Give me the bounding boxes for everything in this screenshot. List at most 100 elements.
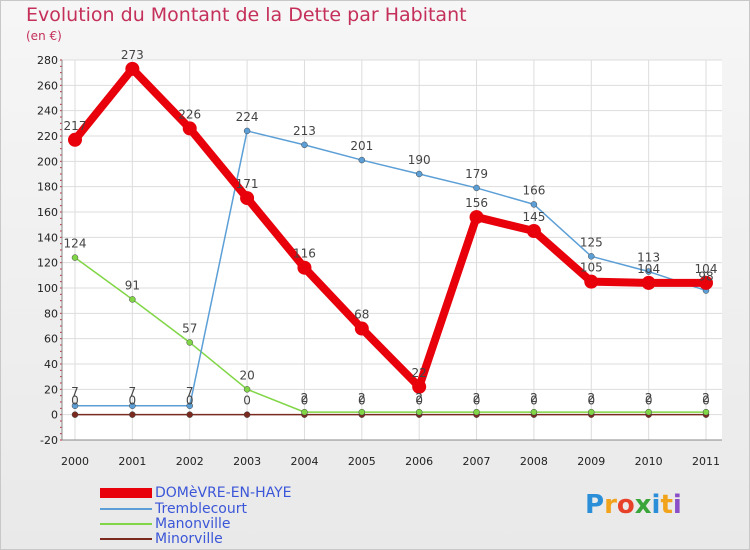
data-label-Tremblecourt-2009: 125 bbox=[580, 235, 603, 249]
data-point-Tremblecourt-2004 bbox=[301, 141, 308, 149]
data-label-Tremblecourt-2004: 213 bbox=[293, 124, 316, 138]
data-point-Minorville-2000 bbox=[71, 411, 79, 418]
logo-letter: t bbox=[660, 490, 673, 520]
legend-label: Minorville bbox=[155, 531, 223, 547]
x-tick-label: 2007 bbox=[463, 455, 491, 468]
data-label-Tremblecourt-2006: 190 bbox=[408, 153, 431, 167]
data-label-Manonville-2009: 2 bbox=[587, 391, 595, 405]
x-tick-label: 2001 bbox=[118, 455, 146, 468]
legend-label: DOMèVRE-EN-HAYE bbox=[155, 485, 292, 501]
data-label-Tremblecourt-2010: 113 bbox=[637, 251, 660, 265]
data-point-DOMèVRE-EN-HAYE-2001 bbox=[125, 61, 140, 76]
data-label-Minorville-2002: 0 bbox=[186, 394, 194, 408]
x-tick-label: 2005 bbox=[348, 455, 376, 468]
x-tick-label: 2011 bbox=[692, 455, 720, 468]
data-label-Tremblecourt-2001: 7 bbox=[129, 385, 137, 399]
y-tick-label: 200 bbox=[37, 155, 58, 168]
y-tick-label: 140 bbox=[37, 231, 58, 244]
data-label-Minorville-2007: 0 bbox=[473, 394, 481, 408]
data-label-Tremblecourt-2007: 179 bbox=[465, 167, 488, 181]
x-tick-label: 2003 bbox=[233, 455, 261, 468]
data-label-Manonville-2010: 2 bbox=[645, 391, 653, 405]
data-label-Minorville-2004: 0 bbox=[301, 394, 309, 408]
data-point-Tremblecourt-2009 bbox=[588, 253, 595, 260]
data-point-Tremblecourt-2007 bbox=[473, 184, 480, 192]
data-label-Manonville-2001: 91 bbox=[125, 278, 140, 292]
y-tick-label: 180 bbox=[37, 181, 58, 194]
legend-item-Tremblecourt: Tremblecourt bbox=[100, 501, 247, 517]
legend-label: Manonville bbox=[155, 516, 231, 532]
plot-area bbox=[62, 60, 722, 440]
data-point-Manonville-2007 bbox=[473, 408, 480, 416]
data-label-Minorville-2009: 0 bbox=[587, 394, 595, 408]
data-point-Tremblecourt-2001 bbox=[129, 402, 136, 410]
legend-swatch bbox=[100, 538, 152, 540]
y-tick-label: 220 bbox=[37, 130, 58, 143]
data-point-DOMèVRE-EN-HAYE-2008 bbox=[526, 224, 541, 238]
data-point-Manonville-2006 bbox=[415, 408, 423, 416]
data-point-Manonville-2009 bbox=[588, 408, 595, 416]
data-label-Manonville-2011: 2 bbox=[702, 391, 710, 405]
data-label-Tremblecourt-2002: 7 bbox=[186, 385, 194, 399]
x-tick-label: 2006 bbox=[405, 455, 433, 468]
x-tick-label: 2004 bbox=[290, 455, 318, 468]
y-tick-label: 240 bbox=[37, 105, 58, 118]
data-point-Manonville-2004 bbox=[301, 408, 308, 416]
y-tick-label: 120 bbox=[37, 257, 58, 270]
data-label-DOMèVRE-EN-HAYE-2002: 226 bbox=[178, 107, 201, 121]
data-point-Manonville-2011 bbox=[702, 408, 710, 416]
data-label-Tremblecourt-2003: 224 bbox=[236, 110, 259, 124]
logo-letter: i bbox=[672, 490, 682, 520]
data-point-Manonville-2010 bbox=[645, 408, 652, 416]
data-label-Manonville-2006: 2 bbox=[415, 391, 423, 405]
legend-item-DOMèVRE-EN-HAYE: DOMèVRE-EN-HAYE bbox=[100, 485, 291, 501]
data-label-Manonville-2004: 2 bbox=[301, 391, 309, 405]
data-point-DOMèVRE-EN-HAYE-2010 bbox=[641, 275, 656, 290]
legend-label: Tremblecourt bbox=[155, 501, 247, 517]
data-label-Tremblecourt-2011: 98 bbox=[698, 270, 713, 284]
data-point-Manonville-2008 bbox=[530, 408, 538, 416]
data-point-Tremblecourt-2002 bbox=[186, 402, 193, 410]
data-label-Manonville-2003: 20 bbox=[239, 368, 254, 382]
data-label-Tremblecourt-2008: 166 bbox=[522, 183, 545, 197]
data-point-Tremblecourt-2000 bbox=[71, 402, 79, 410]
data-label-Manonville-2005: 2 bbox=[358, 391, 366, 405]
legend-swatch bbox=[100, 488, 152, 498]
data-point-Minorville-2001 bbox=[129, 411, 136, 418]
data-label-Tremblecourt-2000: 7 bbox=[71, 385, 79, 399]
series-line-Manonville bbox=[74, 256, 706, 413]
data-label-DOMèVRE-EN-HAYE-2001: 273 bbox=[121, 48, 144, 62]
y-tick-label: 60 bbox=[44, 333, 58, 346]
data-point-DOMèVRE-EN-HAYE-2007 bbox=[469, 210, 484, 225]
data-label-DOMèVRE-EN-HAYE-2003: 171 bbox=[236, 177, 259, 191]
data-point-DOMèVRE-EN-HAYE-2005 bbox=[354, 321, 369, 336]
data-label-Manonville-2000: 124 bbox=[64, 237, 87, 251]
y-tick-label: 20 bbox=[44, 383, 58, 396]
data-label-DOMèVRE-EN-HAYE-2010: 104 bbox=[637, 262, 660, 276]
data-label-Minorville-2008: 0 bbox=[530, 394, 538, 408]
logo-letter: x bbox=[634, 490, 652, 520]
data-point-Tremblecourt-2008 bbox=[530, 201, 538, 208]
y-tick-label: 40 bbox=[44, 358, 58, 371]
data-label-Minorville-2006: 0 bbox=[415, 394, 423, 408]
data-point-Tremblecourt-2005 bbox=[358, 156, 366, 164]
data-label-Minorville-2001: 0 bbox=[129, 394, 137, 408]
chart-title: Evolution du Montant de la Dette par Hab… bbox=[26, 4, 467, 26]
data-point-Tremblecourt-2010 bbox=[645, 268, 652, 275]
data-label-DOMèVRE-EN-HAYE-2000: 217 bbox=[64, 119, 87, 133]
data-label-DOMèVRE-EN-HAYE-2011: 104 bbox=[695, 262, 718, 276]
data-point-Manonville-2002 bbox=[186, 339, 193, 346]
data-point-Manonville-2003 bbox=[243, 386, 251, 393]
y-tick-label: 0 bbox=[51, 409, 58, 422]
x-tick-label: 2008 bbox=[520, 455, 548, 468]
data-label-DOMèVRE-EN-HAYE-2005: 68 bbox=[354, 308, 369, 322]
data-label-Minorville-2005: 0 bbox=[358, 394, 366, 408]
data-point-DOMèVRE-EN-HAYE-2004 bbox=[297, 260, 312, 275]
data-label-Minorville-2000: 0 bbox=[71, 394, 79, 408]
data-point-DOMèVRE-EN-HAYE-2002 bbox=[182, 121, 197, 136]
data-point-DOMèVRE-EN-HAYE-2009 bbox=[584, 274, 599, 289]
data-label-DOMèVRE-EN-HAYE-2004: 116 bbox=[293, 247, 316, 261]
data-point-DOMèVRE-EN-HAYE-2003 bbox=[240, 191, 255, 206]
data-label-Manonville-2007: 2 bbox=[473, 391, 481, 405]
